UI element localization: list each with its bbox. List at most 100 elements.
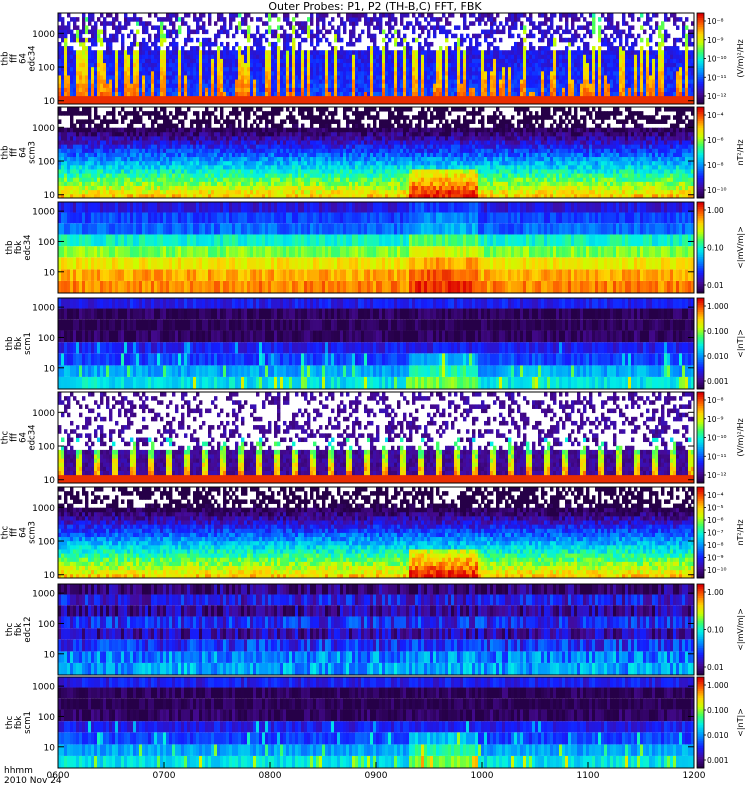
panel-frame: [57, 391, 695, 484]
spectrogram-panel-4: 1000 100 10 thb fbk scm1 1.000 0.100 0.010 0.001 <…: [5, 297, 745, 390]
colorbar-tick-label: 10⁻¹⁰: [707, 55, 727, 64]
panel-frame: [57, 12, 695, 105]
y-axis-label-line: thb: [5, 336, 15, 350]
spectrogram-cells: [58, 392, 695, 484]
y-tick-label: 1000: [32, 409, 55, 419]
panel-frame: [57, 297, 695, 390]
y-tick-label: 10: [44, 364, 56, 374]
y-tick-label: 1000: [32, 504, 55, 514]
y-tick-label: 10: [44, 743, 56, 753]
colorbar: 1.000 0.100 0.010 0.001 <|nT|>: [696, 676, 745, 769]
colorbar-tick-label: 10⁻⁶: [707, 516, 724, 525]
colorbar-tick-label: 10⁻⁴: [707, 111, 724, 120]
colorbar-tick-label: 1.00: [707, 588, 724, 597]
colorbar-tick-label: 10⁻⁷: [707, 529, 724, 538]
y-axis-label: thb fff 64 edc34: [1, 45, 38, 71]
y-axis-label-line: scm1: [23, 332, 33, 355]
colorbar-tick-label: 0.10: [707, 244, 724, 253]
y-axis-label-line: fff: [10, 53, 20, 63]
y-tick-label: 10: [44, 268, 56, 278]
y-axis-label-line: scm1: [23, 711, 33, 734]
colorbar-label: <|mV/m|>: [736, 608, 745, 651]
y-tick-label: 1000: [32, 124, 55, 134]
colorbar-tick-label: 0.010: [707, 731, 729, 740]
colorbar-tick-label: 10⁻⁸: [707, 541, 724, 550]
colorbar-tick-label: 10⁻⁹: [707, 554, 724, 563]
colorbar-frame: [696, 106, 705, 199]
colorbar-tick-label: 0.001: [707, 756, 729, 765]
time-tick-label: 0700: [153, 771, 176, 781]
spectrogram-cells: [58, 13, 695, 105]
y-axis-label-line: thc: [5, 715, 15, 729]
y-axis-label-line: edc34: [28, 45, 38, 71]
y-tick-label: 10: [44, 571, 56, 581]
y-axis-label-line: 64: [19, 147, 29, 158]
y-tick-label: 100: [38, 620, 55, 630]
y-axis-label-line: scm3: [28, 141, 38, 164]
y-axis-label-line: fbk: [14, 337, 24, 350]
y-axis-label-line: 64: [19, 53, 29, 64]
spectrogram-panel-8: 1000 100 10 thc fbk scm1 1.000 0.100 0.010 0.001 <…: [5, 676, 745, 769]
colorbar-tick-label: 10⁻¹⁰: [707, 186, 727, 195]
y-axis-label-line: fff: [10, 432, 20, 442]
y-axis-label-line: thb: [1, 145, 11, 159]
y-tick-label: 1000: [32, 590, 55, 600]
colorbar-tick-label: 10⁻¹²: [707, 92, 727, 101]
y-axis-label-line: fbk: [14, 623, 24, 636]
colorbar-tick-label: 10⁻⁸: [707, 17, 724, 26]
colorbar-tick-label: 0.100: [707, 327, 729, 336]
spectrogram-panel-3: 1000 100 10 thb fbk edc34 1.00 0.10 0.01 <|mV/m|>: [5, 201, 745, 294]
colorbar-tick-label: 10⁻⁶: [707, 136, 724, 145]
colorbar-tick-label: 10⁻¹¹: [707, 73, 727, 82]
y-tick-label: 1000: [32, 683, 55, 693]
spectrogram-cells: [58, 487, 695, 579]
colorbar: 1.00 0.10 0.01 <|mV/m|>: [696, 583, 745, 676]
colorbar: 10⁻⁸ 10⁻⁹ 10⁻¹⁰ 10⁻¹¹ 10⁻¹² (V/m)²/Hz: [696, 12, 745, 105]
panel-frame: [57, 106, 695, 199]
y-axis-label-line: fff: [10, 147, 20, 157]
colorbar-tick-label: 10⁻¹¹: [707, 452, 727, 461]
y-tick-label: 100: [38, 538, 55, 548]
colorbar: 10⁻⁴ 10⁻⁶ 10⁻⁸ 10⁻¹⁰ nT²/Hz: [696, 106, 745, 199]
spectrogram-cells: [58, 584, 695, 675]
y-axis-label: thb fbk scm1: [5, 332, 33, 355]
y-axis-label: thb fbk edc34: [5, 234, 33, 260]
y-tick-label: 1000: [32, 208, 55, 218]
time-tick-label: 0900: [365, 771, 388, 781]
y-tick-label: 100: [38, 334, 55, 344]
spectrogram-panel-2: 1000 100 10 thb fff 64 scm3 10⁻⁴ 10⁻⁶ 10⁻⁸ 10⁻¹⁰ nT…: [1, 106, 745, 201]
time-tick-label: 1200: [683, 771, 706, 781]
time-tick-label: 0800: [259, 771, 282, 781]
y-axis-label-line: 64: [19, 432, 29, 443]
spectrogram-panel-5: 1000 100 10 thc fff 64 edc34 10⁻⁸ 10⁻⁹ 10⁻¹⁰ 10⁻¹¹…: [1, 391, 745, 486]
panel-frame: [57, 583, 695, 676]
y-tick-label: 10: [44, 191, 56, 201]
spectrogram-cells: [58, 107, 695, 199]
time-tick-label: 1100: [577, 771, 600, 781]
y-axis-label-line: 64: [19, 527, 29, 538]
colorbar-tick-label: 10⁻¹⁰: [707, 434, 727, 443]
colorbar: 1.000 0.100 0.010 0.001 <|nT|>: [696, 297, 745, 390]
colorbar: 10⁻⁸ 10⁻⁹ 10⁻¹⁰ 10⁻¹¹ 10⁻¹² (V/m)²/Hz: [696, 391, 745, 484]
y-tick-label: 100: [38, 443, 55, 453]
colorbar-tick-label: 0.01: [707, 663, 724, 672]
spectrogram-panel-1: 1000 100 10 thb fff 64 edc34 10⁻⁸ 10⁻⁹ 10⁻¹⁰ 10⁻¹¹…: [1, 12, 745, 107]
y-axis-label-line: thb: [1, 51, 11, 65]
y-tick-label: 100: [38, 238, 55, 248]
y-tick-label: 10: [44, 97, 56, 107]
y-axis-label-line: edc34: [23, 234, 33, 260]
y-axis-label: thc fff 64 edc34: [1, 424, 38, 450]
time-axis: hhmm 2010 Nov 24 0600 0700 0800 0900 1000 110…: [4, 762, 706, 786]
colorbar-label: <|mV/m|>: [736, 226, 745, 269]
figure-title: Outer Probes: P1, P2 (TH-B,C) FFT, FBK: [268, 0, 482, 13]
colorbar-tick-label: 10⁻⁹: [707, 415, 724, 424]
colorbar-label: (V/m)²/Hz: [736, 39, 745, 77]
colorbar-label: (V/m)²/Hz: [736, 418, 745, 456]
colorbar-tick-label: 1.00: [707, 206, 724, 215]
colorbar: 1.00 0.10 0.01 <|mV/m|>: [696, 201, 745, 294]
colorbar-tick-label: 10⁻¹⁰: [707, 566, 727, 575]
y-axis-label-line: thc: [5, 622, 15, 636]
y-axis-label-line: fbk: [14, 241, 24, 254]
